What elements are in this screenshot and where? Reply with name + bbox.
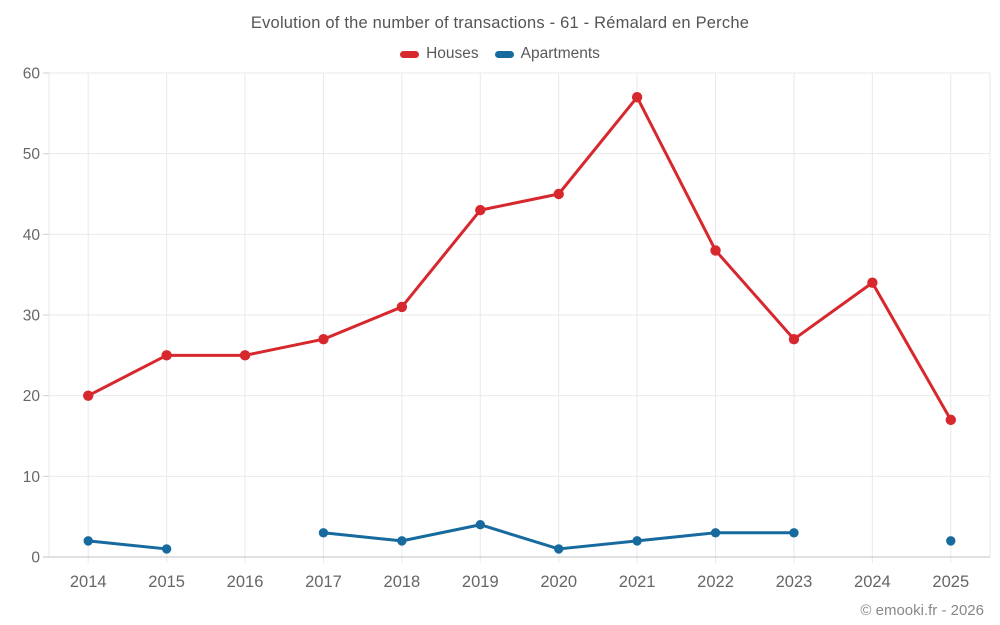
legend-item-apartments[interactable]: Apartments xyxy=(494,45,600,63)
svg-text:2014: 2014 xyxy=(70,573,107,591)
svg-text:2023: 2023 xyxy=(776,573,813,591)
svg-text:2021: 2021 xyxy=(619,573,656,591)
svg-text:50: 50 xyxy=(23,146,41,163)
svg-text:2025: 2025 xyxy=(932,573,969,591)
svg-text:0: 0 xyxy=(31,550,40,567)
apartments-series-swatch-icon xyxy=(494,50,514,58)
svg-text:2022: 2022 xyxy=(697,573,734,591)
svg-text:2016: 2016 xyxy=(227,573,264,591)
legend-item-houses[interactable]: Houses xyxy=(400,45,479,63)
svg-text:40: 40 xyxy=(23,227,41,244)
svg-text:2019: 2019 xyxy=(462,573,499,591)
svg-text:2018: 2018 xyxy=(384,573,421,591)
legend-label-apartments: Apartments xyxy=(520,45,600,62)
svg-text:10: 10 xyxy=(23,469,41,486)
svg-text:2017: 2017 xyxy=(305,573,342,591)
copyright-credit: © emooki.fr - 2026 xyxy=(860,602,984,619)
chart-legend: Houses Apartments xyxy=(0,45,1000,63)
svg-text:60: 60 xyxy=(23,66,41,83)
houses-series-swatch-icon xyxy=(400,50,420,58)
svg-text:20: 20 xyxy=(23,388,41,405)
chart-title: Evolution of the number of transactions … xyxy=(250,14,750,32)
legend-label-houses: Houses xyxy=(426,45,479,62)
svg-text:2024: 2024 xyxy=(854,573,891,591)
svg-text:2015: 2015 xyxy=(148,573,185,591)
svg-text:2020: 2020 xyxy=(540,573,577,591)
svg-text:30: 30 xyxy=(23,308,41,325)
